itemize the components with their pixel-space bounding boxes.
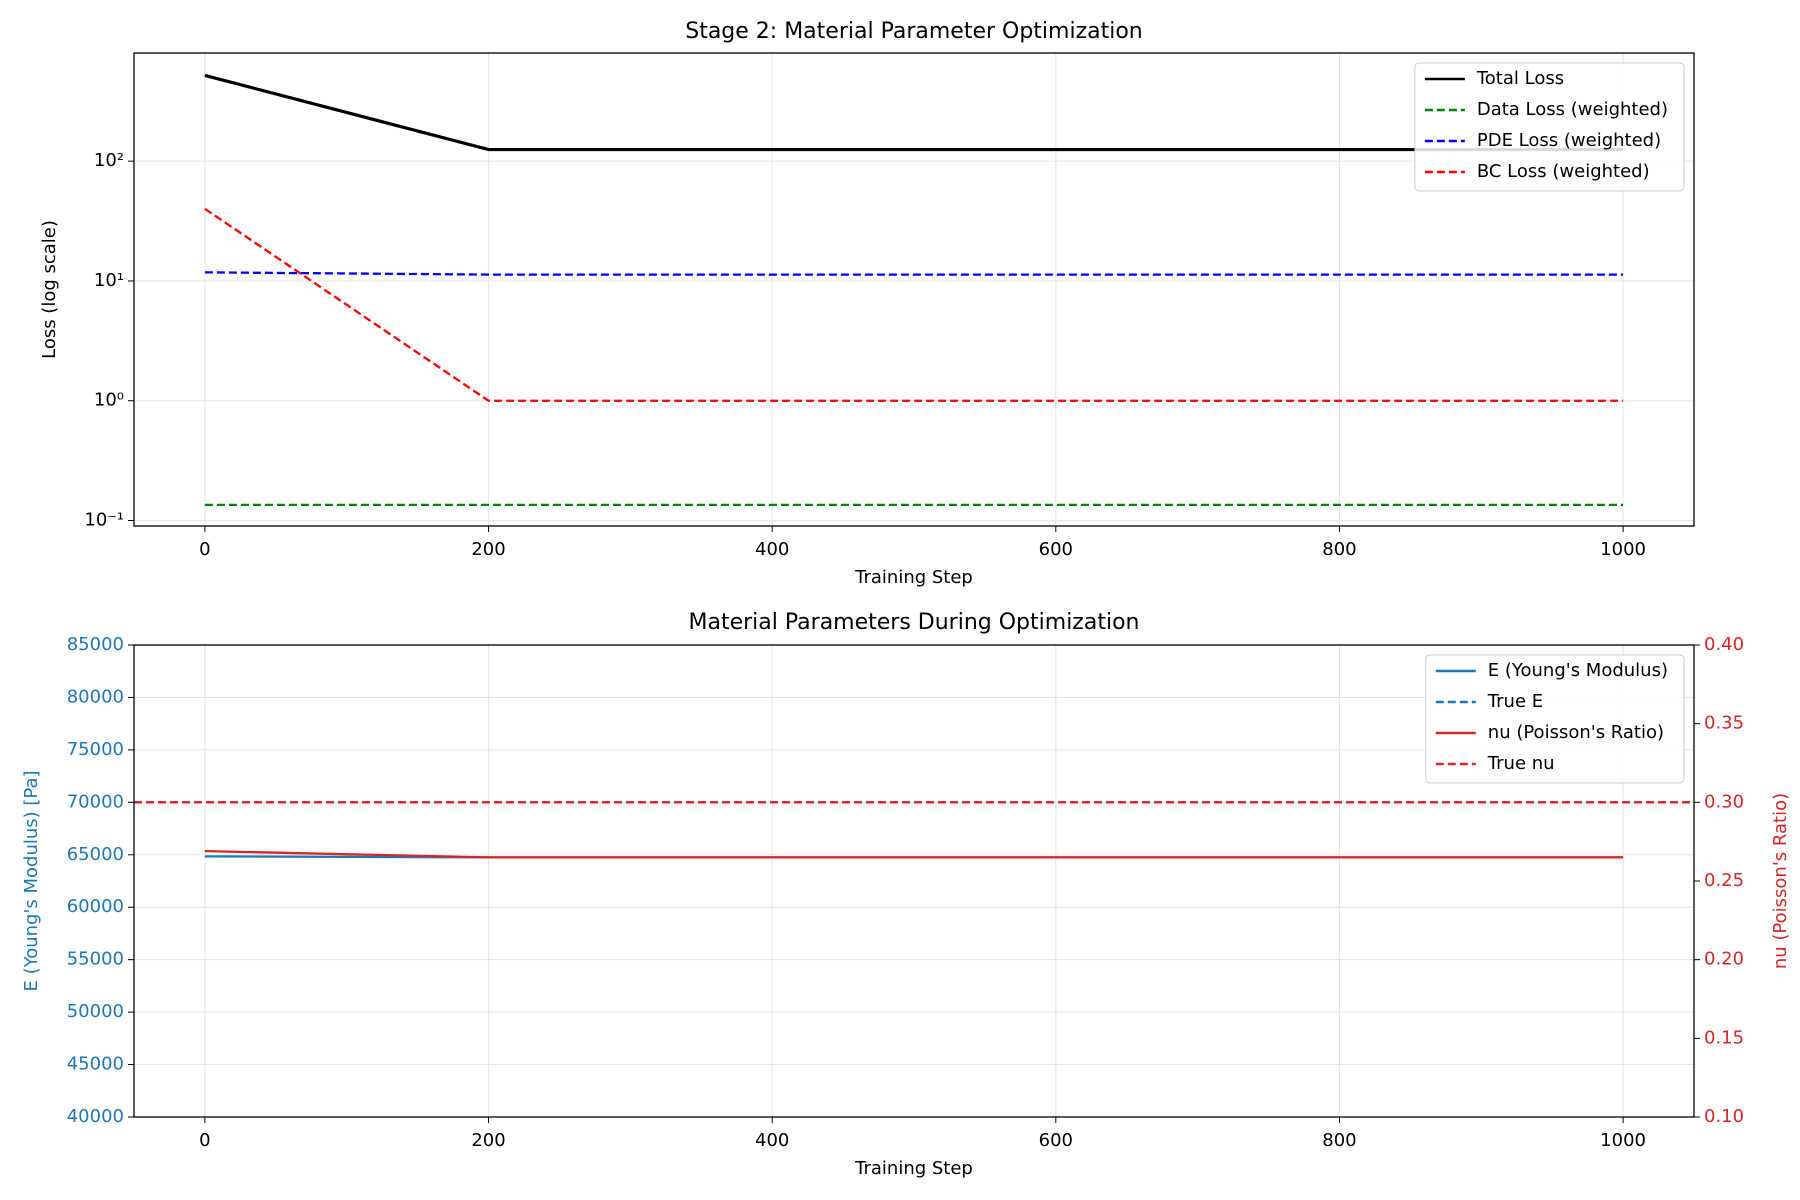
y-tick-label: 50000 bbox=[67, 1001, 124, 1022]
x-tick-label: 1000 bbox=[1600, 1130, 1646, 1151]
y-tick-label: 45000 bbox=[67, 1054, 124, 1075]
y2-tick-label: 0.15 bbox=[1704, 1027, 1744, 1048]
legend: E (Young's Modulus) True E nu (Poisson's R… bbox=[1425, 654, 1685, 784]
y-tick-label: 10¹ bbox=[94, 270, 124, 291]
y2-tick-label: 0.30 bbox=[1704, 791, 1744, 812]
y2-axis-label: nu (Poisson's Ratio) bbox=[1770, 793, 1791, 969]
y-tick-label: 60000 bbox=[67, 896, 124, 917]
x-axis-label: Training Step bbox=[854, 567, 973, 588]
plot-frame bbox=[133, 52, 1695, 527]
legend-label: Data Loss (weighted) bbox=[1477, 99, 1668, 120]
y2-tick-label: 0.35 bbox=[1704, 713, 1744, 734]
legend-label: True E bbox=[1487, 691, 1543, 712]
legend-label: Total Loss bbox=[1476, 68, 1564, 89]
y-tick-label: 10⁻¹ bbox=[84, 510, 124, 531]
y2-tick-label: 0.40 bbox=[1704, 634, 1744, 655]
y-tick-label: 10² bbox=[94, 150, 124, 171]
plot-frame bbox=[133, 644, 1695, 1118]
x-tick-label: 800 bbox=[1322, 539, 1356, 560]
legend-frame bbox=[1414, 62, 1685, 192]
x-tick-label: 1000 bbox=[1600, 539, 1646, 560]
legend: Total Loss Data Loss (weighted) PDE Loss (… bbox=[1414, 62, 1685, 192]
x-tick-label: 400 bbox=[755, 539, 789, 560]
y-tick-label: 80000 bbox=[67, 686, 124, 707]
y2-tick-label: 0.20 bbox=[1704, 949, 1744, 970]
y2-tick-label: 0.10 bbox=[1704, 1106, 1744, 1127]
legend-label: PDE Loss (weighted) bbox=[1477, 130, 1661, 151]
y-tick-label: 70000 bbox=[67, 791, 124, 812]
y2-tick-label: 0.25 bbox=[1704, 870, 1744, 891]
legend-label: True nu bbox=[1487, 753, 1555, 774]
legend-label: nu (Poisson's Ratio) bbox=[1488, 722, 1664, 743]
x-tick-label: 200 bbox=[471, 1130, 505, 1151]
x-axis-label: Training Step bbox=[854, 1158, 973, 1179]
series-line bbox=[204, 207, 1624, 402]
x-tick-label: 0 bbox=[199, 539, 210, 560]
y-axis-label: E (Young's Modulus) [Pa] bbox=[21, 770, 42, 991]
series-line bbox=[204, 73, 1624, 152]
y-tick-label: 85000 bbox=[67, 634, 124, 655]
y-tick-label: 65000 bbox=[67, 844, 124, 865]
series-line bbox=[204, 849, 1624, 859]
chart-title: Material Parameters During Optimization bbox=[689, 610, 1140, 635]
x-tick-label: 800 bbox=[1322, 1130, 1356, 1151]
x-tick-label: 600 bbox=[1039, 1130, 1073, 1151]
y-tick-label: 75000 bbox=[67, 739, 124, 760]
x-tick-label: 600 bbox=[1039, 539, 1073, 560]
series-line bbox=[204, 271, 1624, 276]
y-tick-label: 40000 bbox=[67, 1106, 124, 1127]
x-tick-label: 0 bbox=[199, 1130, 210, 1151]
y-axis-label: Loss (log scale) bbox=[39, 220, 60, 359]
legend-frame bbox=[1425, 654, 1685, 784]
chart-title: Stage 2: Material Parameter Optimization bbox=[685, 19, 1143, 44]
x-tick-label: 200 bbox=[471, 539, 505, 560]
x-tick-label: 400 bbox=[755, 1130, 789, 1151]
y-tick-label: 55000 bbox=[67, 949, 124, 970]
legend-label: BC Loss (weighted) bbox=[1477, 161, 1650, 182]
y-tick-label: 10⁰ bbox=[94, 390, 124, 411]
legend-label: E (Young's Modulus) bbox=[1488, 660, 1668, 681]
